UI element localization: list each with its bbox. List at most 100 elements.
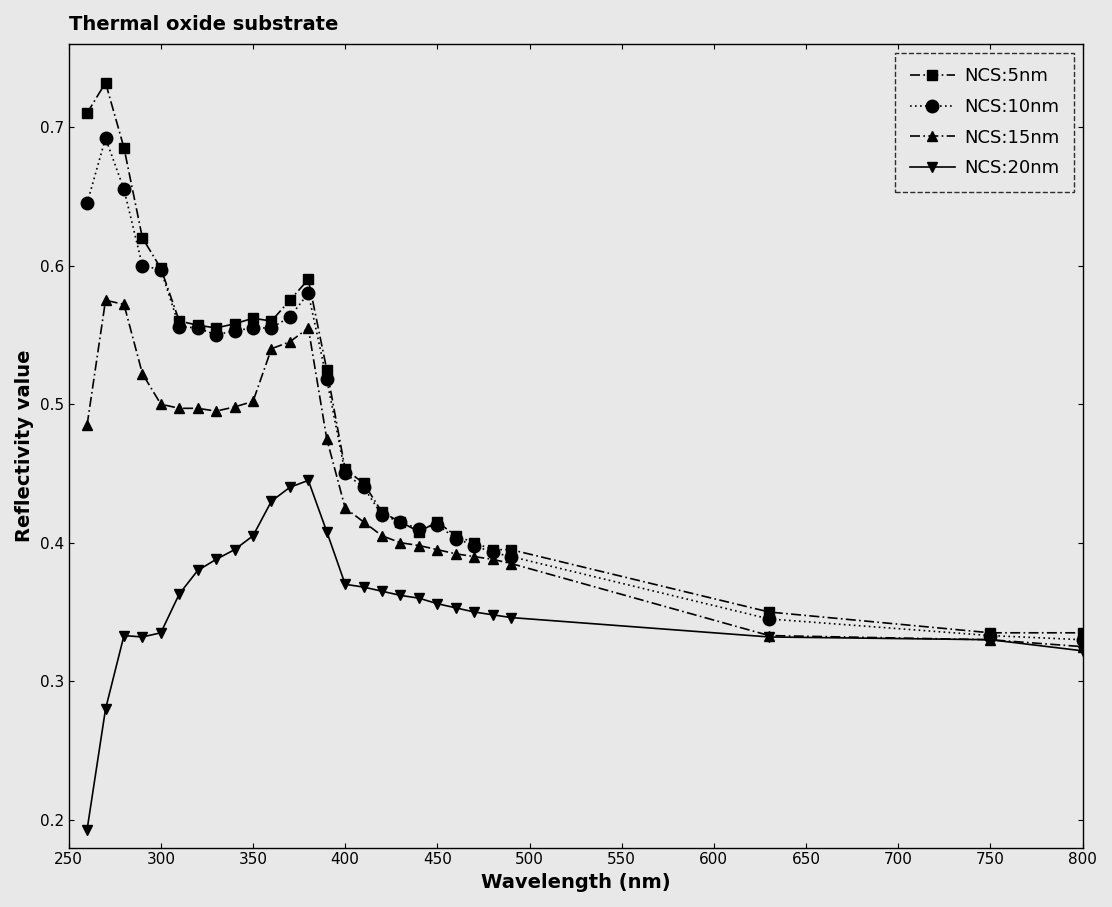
NCS:5nm bbox=[1076, 628, 1090, 639]
NCS:5nm bbox=[117, 142, 130, 153]
NCS:5nm bbox=[99, 77, 112, 88]
NCS:5nm bbox=[338, 463, 351, 474]
NCS:5nm bbox=[486, 544, 499, 555]
NCS:15nm bbox=[763, 630, 776, 641]
NCS:20nm bbox=[394, 590, 407, 600]
NCS:5nm bbox=[763, 607, 776, 618]
NCS:5nm bbox=[80, 108, 93, 119]
NCS:15nm bbox=[449, 549, 463, 560]
NCS:20nm bbox=[209, 554, 222, 565]
NCS:20nm bbox=[265, 496, 278, 507]
NCS:5nm bbox=[394, 516, 407, 527]
NCS:20nm bbox=[1076, 646, 1090, 657]
NCS:5nm bbox=[284, 295, 297, 306]
NCS:10nm bbox=[449, 533, 463, 544]
NCS:10nm bbox=[486, 547, 499, 558]
NCS:15nm bbox=[486, 554, 499, 565]
NCS:5nm bbox=[265, 316, 278, 327]
NCS:20nm bbox=[301, 475, 315, 486]
NCS:5nm bbox=[228, 318, 241, 329]
NCS:5nm bbox=[320, 364, 334, 375]
NCS:20nm bbox=[486, 610, 499, 620]
NCS:15nm bbox=[320, 434, 334, 444]
NCS:10nm bbox=[984, 630, 997, 641]
NCS:20nm bbox=[357, 581, 370, 592]
NCS:5nm bbox=[505, 544, 518, 555]
NCS:10nm bbox=[467, 540, 480, 551]
NCS:15nm bbox=[99, 295, 112, 306]
NCS:5nm bbox=[136, 232, 149, 243]
NCS:10nm bbox=[1076, 634, 1090, 645]
NCS:5nm bbox=[155, 263, 168, 274]
NCS:5nm bbox=[467, 537, 480, 548]
NCS:10nm bbox=[357, 482, 370, 493]
NCS:10nm bbox=[99, 132, 112, 143]
NCS:15nm bbox=[136, 368, 149, 379]
NCS:15nm bbox=[505, 558, 518, 569]
X-axis label: Wavelength (nm): Wavelength (nm) bbox=[480, 873, 671, 892]
NCS:10nm bbox=[763, 613, 776, 624]
NCS:15nm bbox=[265, 343, 278, 354]
NCS:20nm bbox=[228, 544, 241, 555]
NCS:20nm bbox=[413, 592, 426, 603]
NCS:10nm bbox=[320, 374, 334, 385]
NCS:20nm bbox=[117, 630, 130, 641]
NCS:5nm bbox=[413, 526, 426, 537]
NCS:10nm bbox=[301, 288, 315, 298]
Line: NCS:10nm: NCS:10nm bbox=[81, 132, 1089, 646]
NCS:15nm bbox=[467, 551, 480, 562]
NCS:20nm bbox=[136, 631, 149, 642]
NCS:15nm bbox=[155, 399, 168, 410]
NCS:15nm bbox=[376, 531, 389, 541]
NCS:15nm bbox=[394, 537, 407, 548]
NCS:5nm bbox=[430, 516, 444, 527]
NCS:20nm bbox=[467, 607, 480, 618]
NCS:10nm bbox=[505, 551, 518, 562]
NCS:5nm bbox=[376, 507, 389, 518]
NCS:15nm bbox=[209, 405, 222, 416]
Y-axis label: Reflectivity value: Reflectivity value bbox=[14, 349, 34, 542]
NCS:5nm bbox=[357, 478, 370, 489]
NCS:10nm bbox=[209, 329, 222, 340]
NCS:20nm bbox=[191, 565, 205, 576]
NCS:10nm bbox=[430, 520, 444, 531]
NCS:10nm bbox=[394, 516, 407, 527]
NCS:5nm bbox=[301, 274, 315, 285]
NCS:20nm bbox=[247, 531, 260, 541]
NCS:15nm bbox=[191, 403, 205, 414]
NCS:15nm bbox=[247, 396, 260, 407]
NCS:20nm bbox=[376, 586, 389, 597]
NCS:20nm bbox=[99, 704, 112, 715]
NCS:20nm bbox=[763, 631, 776, 642]
NCS:20nm bbox=[505, 612, 518, 623]
NCS:20nm bbox=[430, 599, 444, 610]
NCS:10nm bbox=[413, 523, 426, 534]
Legend: NCS:5nm, NCS:10nm, NCS:15nm, NCS:20nm: NCS:5nm, NCS:10nm, NCS:15nm, NCS:20nm bbox=[895, 53, 1073, 191]
NCS:20nm bbox=[80, 824, 93, 835]
NCS:10nm bbox=[136, 260, 149, 271]
NCS:10nm bbox=[376, 510, 389, 521]
NCS:20nm bbox=[320, 526, 334, 537]
Line: NCS:5nm: NCS:5nm bbox=[82, 78, 1088, 638]
NCS:15nm bbox=[117, 299, 130, 310]
NCS:5nm bbox=[172, 316, 186, 327]
NCS:10nm bbox=[80, 198, 93, 209]
NCS:15nm bbox=[301, 323, 315, 334]
NCS:10nm bbox=[191, 323, 205, 334]
NCS:20nm bbox=[338, 579, 351, 590]
NCS:20nm bbox=[155, 628, 168, 639]
NCS:10nm bbox=[265, 323, 278, 334]
NCS:10nm bbox=[284, 311, 297, 322]
NCS:10nm bbox=[172, 321, 186, 332]
Line: NCS:20nm: NCS:20nm bbox=[82, 475, 1088, 834]
NCS:20nm bbox=[172, 589, 186, 600]
NCS:20nm bbox=[284, 482, 297, 493]
NCS:10nm bbox=[247, 323, 260, 334]
NCS:15nm bbox=[413, 540, 426, 551]
NCS:15nm bbox=[430, 544, 444, 555]
NCS:15nm bbox=[172, 403, 186, 414]
NCS:10nm bbox=[117, 184, 130, 195]
NCS:15nm bbox=[284, 336, 297, 347]
NCS:5nm bbox=[209, 323, 222, 334]
NCS:15nm bbox=[228, 402, 241, 413]
